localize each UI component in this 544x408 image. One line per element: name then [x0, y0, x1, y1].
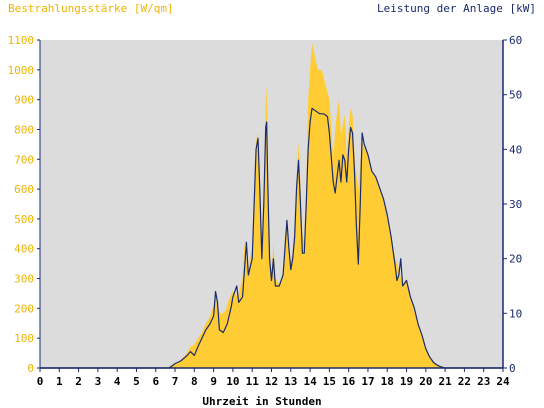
- x-tick-label: 22: [458, 375, 471, 388]
- x-tick-label: 21: [439, 375, 453, 388]
- x-tick-label: 7: [172, 375, 179, 388]
- left-y-tick-label: 700: [14, 153, 34, 166]
- left-axis-title: Bestrahlungsstärke [W/qm]: [8, 2, 174, 15]
- x-tick-label: 18: [381, 375, 394, 388]
- series-layer: [40, 42, 503, 369]
- irradiance-area-series: [40, 42, 503, 368]
- right-y-tick-label: 60: [509, 34, 522, 47]
- x-tick-label: 24: [496, 375, 510, 388]
- x-tick-label: 15: [323, 375, 336, 388]
- left-y-tick-label: 500: [14, 213, 34, 226]
- x-tick-label: 12: [265, 375, 278, 388]
- x-tick-label: 5: [133, 375, 140, 388]
- left-y-tick-label: 1100: [8, 34, 35, 47]
- x-tick-label: 16: [342, 375, 356, 388]
- x-tick-label: 4: [114, 375, 121, 388]
- x-tick-label: 14: [303, 375, 317, 388]
- left-y-tick-label: 0: [27, 362, 34, 375]
- ticks-layer: 0 1 2 3 4 5 6 7 8 9 10 11 12 13 14 15 16 17 18 19 20 21 22 23 24…: [8, 34, 523, 388]
- x-tick-label: 20: [419, 375, 432, 388]
- right-y-tick-label: 20: [509, 253, 522, 266]
- left-y-tick-label: 900: [14, 94, 34, 107]
- right-y-tick-label: 30: [509, 198, 522, 211]
- left-y-tick-label: 400: [14, 243, 34, 256]
- x-tick-label: 10: [226, 375, 239, 388]
- right-y-tick-label: 50: [509, 89, 522, 102]
- x-tick-label: 13: [284, 375, 297, 388]
- x-tick-label: 9: [210, 375, 217, 388]
- right-y-tick-label: 0: [509, 362, 516, 375]
- x-tick-label: 1: [56, 375, 63, 388]
- left-y-tick-label: 1000: [8, 64, 35, 77]
- left-y-tick-label: 600: [14, 183, 34, 196]
- left-y-tick-label: 800: [14, 123, 34, 136]
- left-y-tick-label: 100: [14, 332, 34, 345]
- x-tick-label: 0: [37, 375, 44, 388]
- x-tick-label: 19: [400, 375, 413, 388]
- x-axis-title: Uhrzeit in Stunden: [202, 395, 321, 408]
- left-y-tick-label: 300: [14, 273, 34, 286]
- x-tick-label: 8: [191, 375, 198, 388]
- x-tick-label: 2: [75, 375, 82, 388]
- x-tick-label: 17: [361, 375, 374, 388]
- x-tick-label: 3: [95, 375, 102, 388]
- left-y-tick-label: 200: [14, 302, 34, 315]
- right-y-tick-label: 10: [509, 307, 522, 320]
- right-y-tick-label: 40: [509, 143, 522, 156]
- right-axis-title: Leistung der Anlage [kW]: [377, 2, 536, 15]
- x-tick-label: 6: [152, 375, 159, 388]
- x-tick-label: 11: [246, 375, 260, 388]
- power-line-series: [40, 107, 503, 369]
- x-tick-label: 23: [477, 375, 490, 388]
